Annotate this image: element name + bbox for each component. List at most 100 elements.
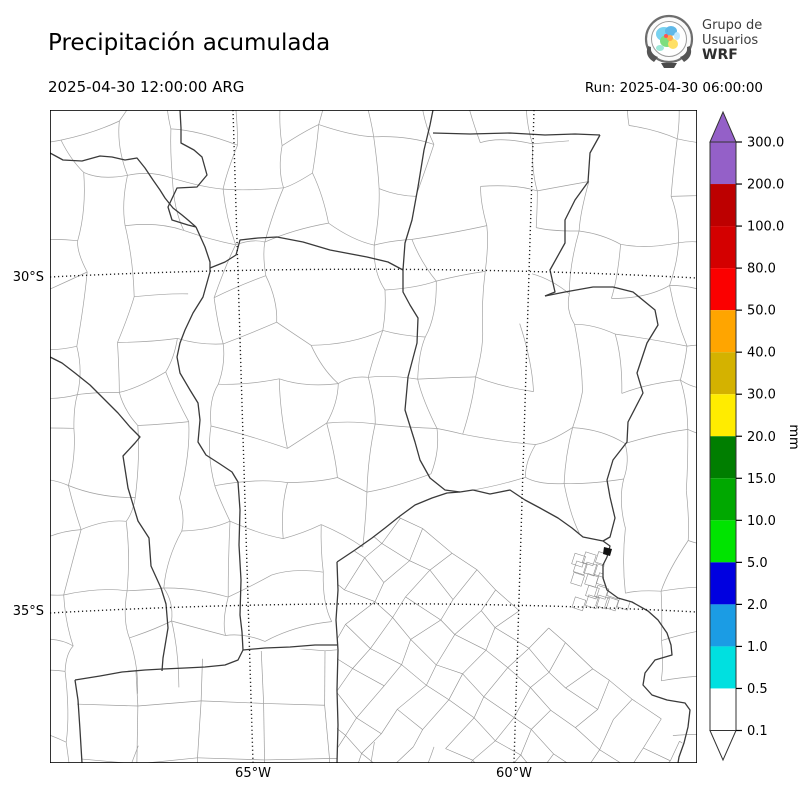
department-line [411, 225, 487, 240]
partido-line [405, 596, 441, 621]
department-line [75, 757, 137, 763]
department-line [235, 110, 238, 146]
partido-line [513, 717, 532, 730]
map-plot-area [50, 110, 697, 763]
department-line [563, 427, 573, 484]
department-line [77, 240, 88, 273]
partido-line [410, 639, 437, 666]
partido-line [632, 699, 662, 720]
partido-line [352, 668, 385, 687]
department-line [213, 297, 224, 344]
department-line [525, 444, 536, 478]
department-line [367, 377, 376, 425]
department-line [50, 669, 66, 672]
graticule-gridlines [50, 110, 697, 763]
partido-line [481, 610, 496, 628]
colorbar-tick-label: 30.0 [747, 388, 776, 403]
partido-line [364, 543, 383, 559]
department-line [125, 521, 129, 591]
department-line [125, 224, 184, 231]
partido-line [370, 617, 393, 649]
province-border-line [50, 356, 169, 672]
department-line [660, 591, 663, 641]
run-time-label: Run: 2025-04-30 06:00:00 [584, 80, 763, 96]
colorbar-tick-label: 200.0 [747, 178, 784, 193]
department-line [171, 620, 226, 636]
partido-line [493, 754, 522, 763]
department-line [328, 222, 375, 246]
metro-partido-cell [595, 594, 610, 610]
province-border-line [50, 152, 197, 228]
department-line [50, 394, 78, 399]
department-line [324, 647, 337, 652]
partido-line [436, 664, 463, 675]
department-line [661, 631, 697, 641]
metro-partido-cell [572, 560, 588, 576]
department-line [260, 647, 264, 704]
province-border-line [336, 491, 461, 563]
department-line [119, 110, 128, 122]
department-line [64, 671, 69, 743]
department-line [660, 640, 663, 681]
department-line [183, 230, 236, 246]
department-line [170, 128, 173, 179]
partido-line [599, 719, 614, 750]
department-line [50, 139, 62, 143]
department-line [480, 139, 533, 145]
department-line [366, 423, 376, 493]
partido-line [409, 528, 423, 561]
department-line [614, 334, 623, 394]
partido-line [528, 627, 549, 649]
department-line [677, 138, 697, 143]
department-line [68, 428, 75, 486]
partido-line [405, 569, 431, 598]
partido-line [422, 528, 453, 554]
wrf-users-group-logo: Grupo de Usuarios WRF [640, 10, 800, 72]
department-line [574, 323, 616, 335]
department-line [373, 188, 380, 246]
colorbar-segment [710, 520, 736, 563]
department-line [578, 181, 590, 232]
department-line [318, 110, 324, 125]
department-line [50, 479, 69, 486]
partido-line [345, 735, 362, 754]
department-line [50, 734, 67, 743]
department-line [525, 110, 533, 145]
department-line [263, 703, 265, 760]
department-line [63, 589, 128, 596]
department-line [373, 136, 435, 145]
department-line [475, 376, 534, 392]
partido-line [483, 667, 509, 697]
gridline-65w [232, 110, 254, 763]
partido-line [356, 685, 385, 719]
partido-line [410, 619, 441, 640]
province-border-line [544, 286, 659, 542]
department-line [627, 110, 630, 126]
partido-line [448, 699, 475, 719]
colorbar-segment [710, 688, 736, 731]
partido-line [426, 685, 450, 700]
department-line [378, 188, 416, 197]
department-line [623, 528, 626, 594]
department-line [287, 422, 327, 449]
department-line [283, 524, 322, 539]
colorbar-segment [710, 562, 736, 605]
department-line [50, 345, 77, 351]
department-line [197, 757, 265, 761]
colorbar-tick-label: 2.0 [747, 598, 768, 613]
department-line [337, 477, 368, 493]
department-line [411, 239, 437, 282]
partido-line [462, 649, 487, 675]
department-line [685, 490, 689, 541]
department-line [118, 120, 128, 176]
department-line [417, 336, 426, 380]
department-line [77, 172, 85, 241]
partido-line [422, 699, 450, 730]
gridline-60w [513, 110, 535, 763]
department-line [628, 125, 678, 140]
department-line [163, 587, 229, 598]
department-line [171, 620, 180, 688]
lon-tick-label-60w: 60°W [496, 766, 532, 781]
department-line [124, 225, 135, 297]
department-line [572, 391, 583, 428]
